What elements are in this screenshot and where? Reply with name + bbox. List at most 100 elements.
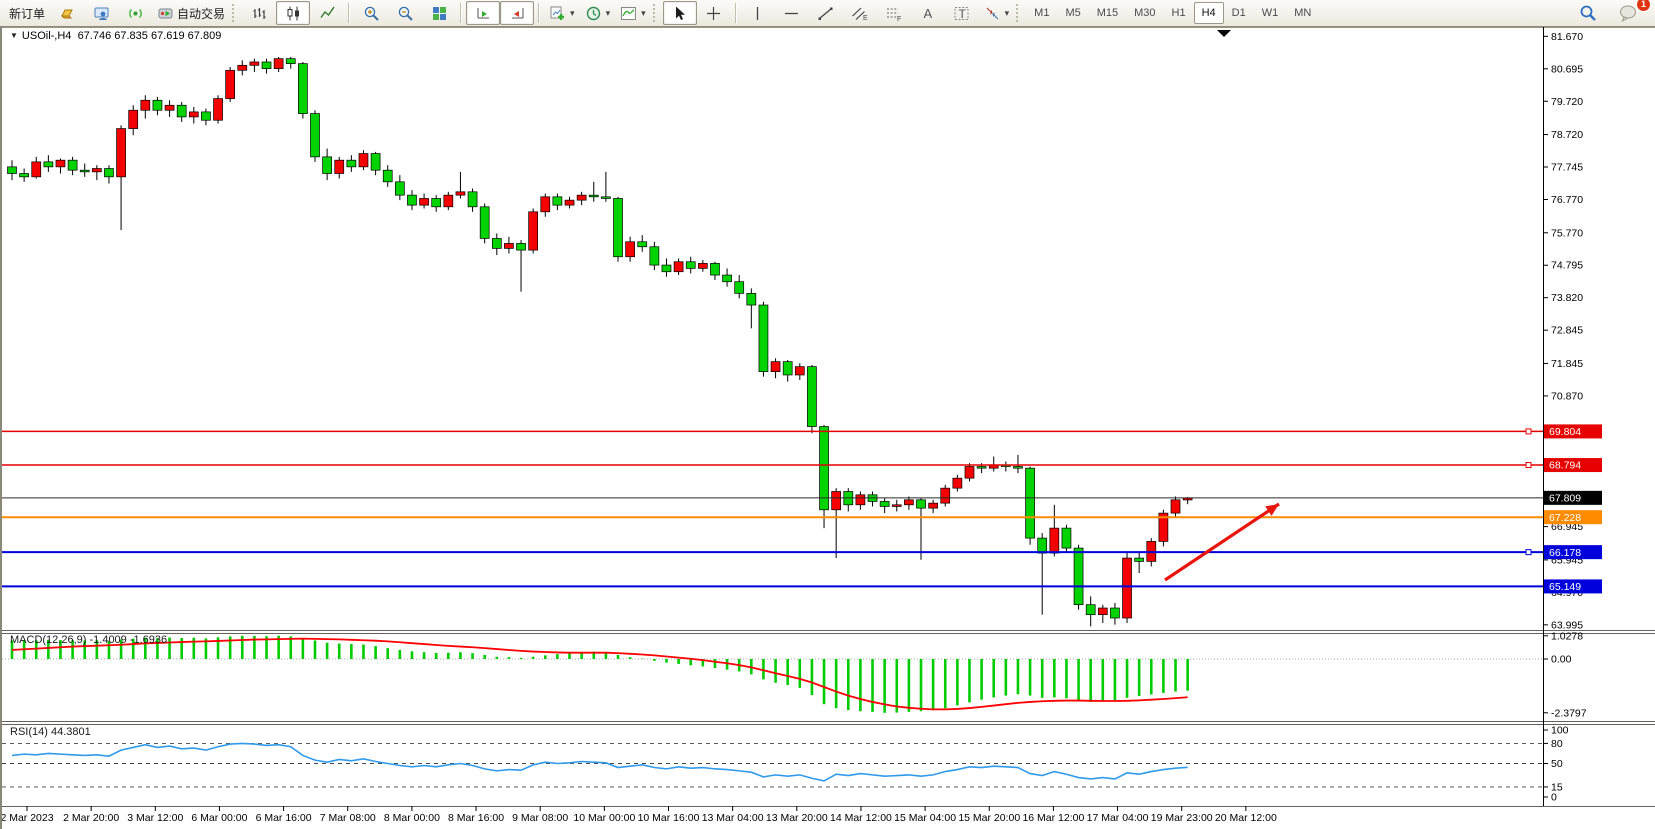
zoom-out-button[interactable] bbox=[388, 1, 422, 25]
new-order-button[interactable]: 新订单 bbox=[4, 1, 50, 25]
trendline-tool[interactable] bbox=[809, 1, 843, 25]
market-watch-icon[interactable] bbox=[50, 1, 84, 25]
price-axis-label: 73.820 bbox=[1551, 292, 1583, 304]
line-chart-button[interactable] bbox=[310, 1, 344, 25]
hline-handle[interactable] bbox=[1525, 549, 1532, 556]
candle-body bbox=[273, 58, 284, 69]
new-chart-button[interactable]: ▾ bbox=[544, 1, 580, 25]
bar-chart-icon bbox=[253, 7, 266, 19]
candle-body bbox=[140, 99, 151, 111]
auto-trading-button[interactable]: 自动交易 bbox=[152, 1, 230, 25]
svg-text:65.149: 65.149 bbox=[1549, 581, 1581, 593]
price-axis: 81.670 80.695 79.720 78.720 77.745 76.770 75.7… bbox=[1543, 31, 1583, 631]
candle-body bbox=[746, 293, 757, 306]
svg-text:67.228: 67.228 bbox=[1549, 512, 1581, 524]
horizontal-line-tool[interactable] bbox=[775, 1, 809, 25]
cursor-icon bbox=[676, 6, 686, 20]
zoom-in-button[interactable] bbox=[354, 1, 388, 25]
auto-scroll-button[interactable] bbox=[466, 1, 501, 25]
price-badge-68.794: 68.794 bbox=[1544, 458, 1602, 473]
text-a-icon: A bbox=[924, 6, 933, 21]
crosshair-icon bbox=[707, 6, 721, 20]
candle-body bbox=[976, 466, 987, 469]
notification-count-badge: 1 bbox=[1636, 0, 1651, 12]
text-tool[interactable]: A bbox=[911, 1, 945, 25]
tile-windows-button[interactable] bbox=[422, 1, 456, 25]
timeframe-m5[interactable]: M5 bbox=[1065, 7, 1081, 19]
candle-body bbox=[1061, 527, 1072, 549]
indicators-button[interactable]: ▾ bbox=[615, 1, 651, 25]
accounts-icon-button[interactable] bbox=[84, 1, 118, 25]
candle-body bbox=[855, 494, 866, 506]
candle-body bbox=[1110, 607, 1120, 619]
rsi-label: RSI(14) 44.3801 bbox=[10, 726, 91, 738]
hline-handle[interactable] bbox=[1525, 462, 1532, 469]
trend-arrow-shaft bbox=[1164, 502, 1280, 582]
candle-body bbox=[19, 173, 29, 178]
new-chart-icon bbox=[550, 6, 565, 20]
candle-body bbox=[285, 58, 296, 64]
candle-body bbox=[1037, 537, 1048, 554]
candle-body bbox=[382, 169, 393, 183]
timeframe-w1[interactable]: W1 bbox=[1261, 7, 1279, 19]
crosshair-tool-button[interactable] bbox=[697, 1, 731, 25]
date-axis-label: 19 Mar 23:00 bbox=[1151, 812, 1213, 824]
macd-histogram bbox=[10, 635, 1189, 713]
timeframe-h1[interactable]: H1 bbox=[1171, 7, 1186, 19]
period-selector-button[interactable]: ▾ bbox=[580, 1, 616, 25]
timeframe-m1[interactable]: M1 bbox=[1034, 7, 1050, 19]
price-axis-label: 78.720 bbox=[1551, 129, 1583, 141]
macd-axis-label: -2.3797 bbox=[1551, 707, 1587, 719]
date-axis-label: 10 Mar 16:00 bbox=[638, 812, 700, 824]
candle-body bbox=[807, 366, 817, 427]
candlestick-chart-button[interactable] bbox=[276, 1, 311, 25]
timeframe-d1[interactable]: D1 bbox=[1231, 7, 1246, 19]
date-axis-label: 17 Mar 04:00 bbox=[1087, 812, 1149, 824]
cursor-tool-button[interactable] bbox=[662, 1, 697, 25]
candle-body bbox=[819, 426, 829, 511]
notifications-button[interactable]: 1 bbox=[1611, 0, 1651, 25]
hline-handle[interactable] bbox=[1525, 428, 1532, 435]
candle-body bbox=[758, 304, 769, 372]
date-axis-label: 8 Mar 16:00 bbox=[448, 812, 504, 824]
vertical-line-tool[interactable] bbox=[741, 1, 775, 25]
timeframe-mn[interactable]: MN bbox=[1294, 7, 1312, 19]
macd-pane: 1.0278 0.00 -2.3797 bbox=[2, 630, 1587, 719]
candle-body bbox=[43, 161, 54, 168]
candle-body bbox=[67, 159, 78, 171]
horizontal-lines bbox=[2, 428, 1543, 588]
rsi-axis-label: 100 bbox=[1551, 725, 1569, 737]
signal-icon-button[interactable] bbox=[118, 1, 152, 25]
price-axis-label: 77.745 bbox=[1551, 162, 1583, 174]
ohlc-values: 67.746 67.835 67.619 67.809 bbox=[77, 30, 222, 42]
chart-window[interactable]: 81.670 80.695 79.720 78.720 77.745 76.770 75.7… bbox=[0, 27, 1655, 829]
candle-body bbox=[1158, 512, 1169, 542]
candle-body bbox=[346, 159, 357, 168]
chart-canvas[interactable]: 81.670 80.695 79.720 78.720 77.745 76.770 75.7… bbox=[2, 27, 1655, 829]
candle-body bbox=[491, 238, 502, 249]
text-label-tool[interactable]: T bbox=[945, 1, 979, 25]
candle-body bbox=[673, 261, 684, 273]
arrows-tool[interactable]: ▾ bbox=[979, 1, 1015, 25]
trend-arrow-annotation[interactable] bbox=[1164, 502, 1280, 582]
candle-body bbox=[188, 111, 199, 118]
candle-body bbox=[588, 194, 599, 198]
fibonacci-tool[interactable]: F bbox=[877, 1, 911, 25]
bar-chart-button[interactable] bbox=[242, 1, 276, 25]
collapse-triangle-icon[interactable]: ▼ bbox=[10, 31, 18, 40]
macd-axis-label: 1.0278 bbox=[1551, 630, 1583, 642]
channel-tool[interactable]: E bbox=[843, 1, 877, 25]
search-button[interactable] bbox=[1571, 1, 1605, 25]
timeframe-m30[interactable]: M30 bbox=[1134, 7, 1156, 19]
price-axis-label: 75.770 bbox=[1551, 227, 1583, 239]
timeframe-h4[interactable]: H4 bbox=[1193, 2, 1224, 24]
candle-body bbox=[31, 161, 42, 178]
svg-text:A: A bbox=[924, 6, 933, 21]
timeframe-m15[interactable]: M15 bbox=[1096, 7, 1119, 19]
candle-body bbox=[128, 109, 139, 129]
candle-body bbox=[116, 128, 126, 178]
zoom-in-icon bbox=[364, 6, 379, 21]
chart-shift-button[interactable] bbox=[500, 1, 535, 25]
chart-corner-triangle-icon[interactable] bbox=[1217, 30, 1231, 37]
candle-body bbox=[443, 194, 454, 208]
